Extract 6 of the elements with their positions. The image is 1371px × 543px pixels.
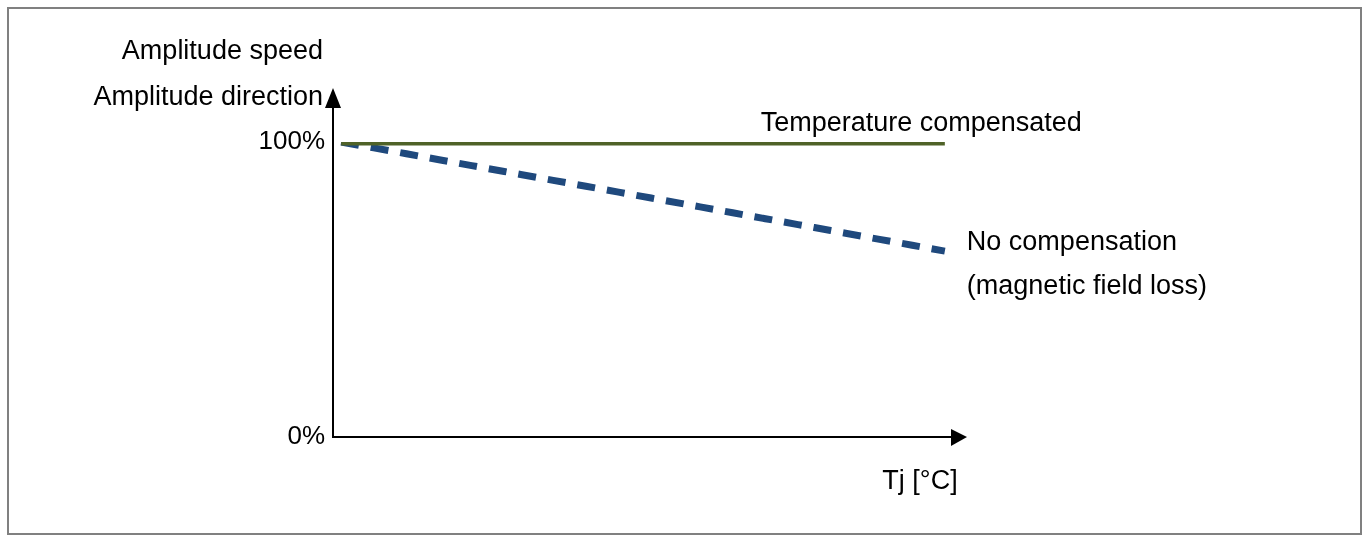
series-label: Temperature compensated [760, 107, 1082, 138]
series-label: No compensation (magnetic field loss) [966, 225, 1207, 300]
y-tick-label: 0% [287, 420, 325, 451]
y-axis-title: Amplitude speed Amplitude direction [93, 35, 323, 112]
x-axis-title: Tj [°C] [882, 465, 958, 496]
y-tick-label: 100% [258, 125, 325, 156]
